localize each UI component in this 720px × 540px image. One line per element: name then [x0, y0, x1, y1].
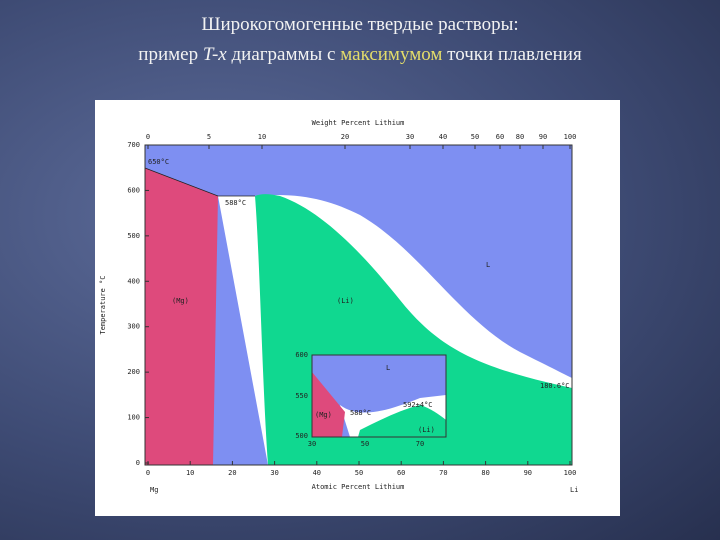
title-line: Широкогомогенные твердые растворы: — [201, 14, 519, 35]
inset-tick: 30 — [308, 440, 316, 448]
left-tick-label: 100 — [127, 414, 140, 422]
top-tick-label: 80 — [516, 133, 524, 141]
phase-label: (Li) — [337, 297, 354, 305]
inset: 600 550 500 30 50 70 L (Mg) 588°C 592±4°… — [295, 351, 447, 448]
top-tick-label: 0 — [146, 133, 150, 141]
annotation: 588°C — [225, 199, 246, 207]
title-text: пример — [138, 44, 203, 65]
inset-tick: 70 — [416, 440, 424, 448]
bottom-tick-label: 60 — [397, 469, 405, 477]
bottom-tick-label: 40 — [313, 469, 321, 477]
inset-tick: 500 — [295, 432, 308, 440]
title-text: диаграммы с — [226, 44, 341, 65]
top-tick-label: 40 — [439, 133, 447, 141]
bottom-tick-label: 50 — [355, 469, 363, 477]
liquidus-line — [144, 167, 255, 197]
bottom-tick-label: 70 — [439, 469, 447, 477]
inset-tick: 550 — [295, 392, 308, 400]
title-line: пример T-x диаграммы с максимумом точки … — [0, 44, 720, 66]
left-tick-label: 600 — [127, 186, 140, 194]
inset-label: 592±4°C — [403, 401, 433, 409]
element-label: Li — [570, 486, 578, 494]
inset-mg — [312, 372, 345, 437]
top-tick-label: 10 — [258, 133, 266, 141]
element-label: Mg — [150, 486, 158, 494]
top-tick-label: 5 — [207, 133, 211, 141]
inset-li — [358, 405, 446, 437]
inset-label: (Mg) — [315, 411, 332, 419]
title-highlight: максимумом — [340, 44, 443, 65]
bottom-axis-label: Atomic Percent Lithium — [312, 483, 405, 491]
left-tick-label: 0 — [136, 459, 140, 467]
inset-label: L — [386, 364, 390, 372]
title-text: точки плавления — [442, 44, 582, 65]
phase-label: (Mg) — [172, 297, 189, 305]
bottom-tick-label: 80 — [481, 469, 489, 477]
mg-solid-region — [145, 168, 218, 465]
inset-frame — [311, 354, 447, 438]
left-tick-label: 500 — [127, 232, 140, 240]
left-tick-label: 700 — [127, 141, 140, 149]
top-axis-label: Weight Percent Lithium — [312, 119, 405, 127]
bottom-tick-label: 100 — [564, 469, 577, 477]
top-tick-label: 20 — [341, 133, 349, 141]
annotation: 650°C — [148, 158, 169, 166]
bottom-tick-label: 20 — [228, 469, 236, 477]
inset-label: 588°C — [350, 409, 371, 417]
bottom-tick-label: 0 — [146, 469, 150, 477]
top-tick-label: 60 — [496, 133, 504, 141]
left-tick-label: 400 — [127, 277, 140, 285]
title-text: T-x — [202, 44, 227, 65]
top-tick-label: 50 — [471, 133, 479, 141]
annotation: 180.6°C — [540, 382, 570, 390]
top-tick-label: 30 — [406, 133, 414, 141]
bottom-tick-label: 10 — [186, 469, 194, 477]
left-axis-label: Temperature °C — [99, 275, 107, 334]
inset-tick: 600 — [295, 351, 308, 359]
bottom-tick-label: 30 — [270, 469, 278, 477]
bottom-tick-label: 90 — [524, 469, 532, 477]
inset-label: (Li) — [418, 426, 435, 434]
top-tick-label: 100 — [564, 133, 577, 141]
top-tick-label: 90 — [539, 133, 547, 141]
phase-label: L — [486, 261, 490, 269]
left-tick-label: 200 — [127, 368, 140, 376]
inset-tick: 50 — [361, 440, 369, 448]
left-tick-label: 300 — [127, 323, 140, 331]
